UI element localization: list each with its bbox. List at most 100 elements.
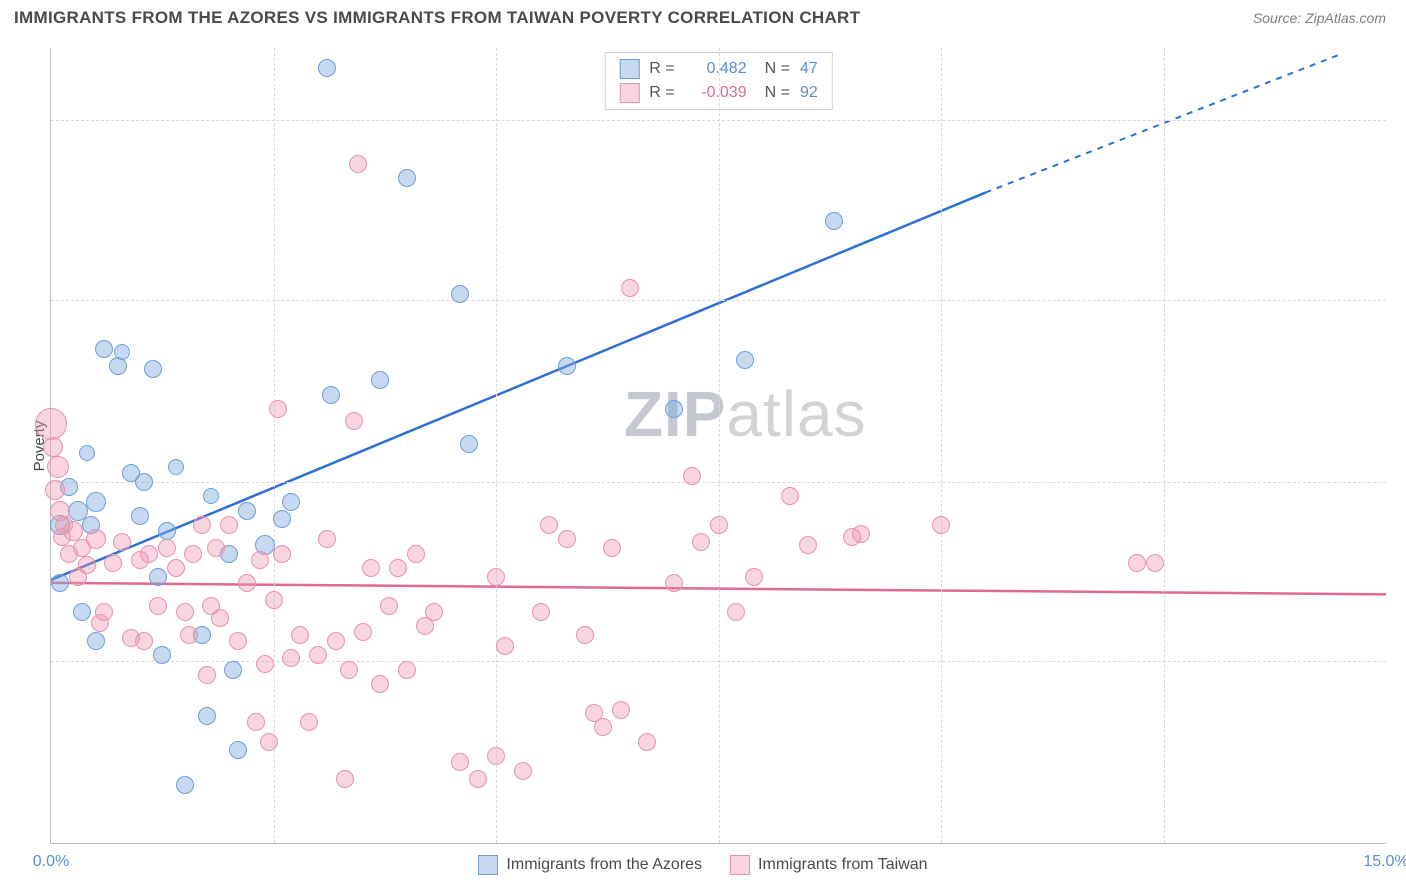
data-point bbox=[198, 666, 216, 684]
data-point bbox=[273, 545, 291, 563]
data-point bbox=[184, 545, 202, 563]
data-point bbox=[451, 753, 469, 771]
data-point bbox=[153, 646, 171, 664]
watermark-atlas: atlas bbox=[726, 378, 866, 450]
data-point bbox=[207, 539, 225, 557]
data-point bbox=[113, 533, 131, 551]
data-point bbox=[469, 770, 487, 788]
data-point bbox=[43, 437, 63, 457]
data-point bbox=[1146, 554, 1164, 572]
data-point bbox=[745, 568, 763, 586]
data-point bbox=[114, 344, 130, 360]
n-label: N = bbox=[765, 60, 790, 78]
data-point bbox=[291, 626, 309, 644]
data-point bbox=[238, 574, 256, 592]
data-point bbox=[149, 597, 167, 615]
data-point bbox=[87, 632, 105, 650]
data-point bbox=[78, 556, 96, 574]
data-point bbox=[345, 412, 363, 430]
chart-header: IMMIGRANTS FROM THE AZORES VS IMMIGRANTS… bbox=[0, 0, 1406, 38]
data-point bbox=[131, 507, 149, 525]
r-label: R = bbox=[649, 60, 674, 78]
data-point bbox=[238, 502, 256, 520]
data-point bbox=[710, 516, 728, 534]
data-point bbox=[336, 770, 354, 788]
data-point bbox=[176, 603, 194, 621]
data-point bbox=[282, 493, 300, 511]
data-point bbox=[86, 529, 106, 549]
data-point bbox=[349, 155, 367, 173]
data-point bbox=[692, 533, 710, 551]
r-value: 0.482 bbox=[685, 60, 747, 78]
data-point bbox=[95, 603, 113, 621]
data-point bbox=[158, 522, 176, 540]
data-point bbox=[371, 675, 389, 693]
data-point bbox=[407, 545, 425, 563]
data-point bbox=[51, 574, 69, 592]
data-point bbox=[781, 487, 799, 505]
legend-label: Immigrants from Taiwan bbox=[758, 856, 928, 874]
data-point bbox=[496, 637, 514, 655]
legend-item: Immigrants from Taiwan bbox=[730, 855, 928, 875]
data-point bbox=[229, 741, 247, 759]
data-point bbox=[638, 733, 656, 751]
data-point bbox=[109, 357, 127, 375]
data-point bbox=[300, 713, 318, 731]
data-point bbox=[269, 400, 287, 418]
plot-area: Poverty ZIPatlas R =0.482N =47R =-0.039N… bbox=[50, 48, 1386, 844]
ytick-label: 12.5% bbox=[1396, 473, 1406, 491]
r-value: -0.039 bbox=[685, 84, 747, 102]
data-point bbox=[282, 649, 300, 667]
data-point bbox=[79, 445, 95, 461]
data-point bbox=[398, 661, 416, 679]
data-point bbox=[144, 360, 162, 378]
data-point bbox=[665, 400, 683, 418]
legend-swatch bbox=[478, 855, 498, 875]
data-point bbox=[167, 559, 185, 577]
legend-swatch bbox=[619, 83, 639, 103]
data-point bbox=[852, 525, 870, 543]
data-point bbox=[220, 516, 238, 534]
gridline-v bbox=[719, 48, 720, 843]
data-point bbox=[354, 623, 372, 641]
data-point bbox=[558, 530, 576, 548]
data-point bbox=[460, 435, 478, 453]
data-point bbox=[63, 521, 83, 541]
data-point bbox=[558, 357, 576, 375]
data-point bbox=[251, 551, 269, 569]
data-point bbox=[612, 701, 630, 719]
data-point bbox=[451, 285, 469, 303]
r-label: R = bbox=[649, 84, 674, 102]
data-point bbox=[380, 597, 398, 615]
data-point bbox=[95, 340, 113, 358]
data-point bbox=[398, 169, 416, 187]
data-point bbox=[532, 603, 550, 621]
data-point bbox=[47, 456, 69, 478]
data-point bbox=[487, 747, 505, 765]
data-point bbox=[371, 371, 389, 389]
data-point bbox=[340, 661, 358, 679]
data-point bbox=[229, 632, 247, 650]
data-point bbox=[309, 646, 327, 664]
chart-source: Source: ZipAtlas.com bbox=[1253, 10, 1386, 26]
data-point bbox=[247, 713, 265, 731]
data-point bbox=[86, 492, 106, 512]
legend-item: Immigrants from the Azores bbox=[478, 855, 702, 875]
watermark: ZIPatlas bbox=[624, 377, 867, 451]
data-point bbox=[135, 632, 153, 650]
data-point bbox=[665, 574, 683, 592]
data-point bbox=[73, 603, 91, 621]
gridline-v bbox=[496, 48, 497, 843]
data-point bbox=[727, 603, 745, 621]
data-point bbox=[149, 568, 167, 586]
data-point bbox=[180, 626, 198, 644]
legend-label: Immigrants from the Azores bbox=[506, 856, 702, 874]
ytick-label: 18.8% bbox=[1396, 291, 1406, 309]
data-point bbox=[224, 661, 242, 679]
data-point bbox=[260, 733, 278, 751]
data-point bbox=[825, 212, 843, 230]
gridline-v bbox=[941, 48, 942, 843]
n-value: 92 bbox=[800, 84, 818, 102]
data-point bbox=[140, 545, 158, 563]
data-point bbox=[265, 591, 283, 609]
